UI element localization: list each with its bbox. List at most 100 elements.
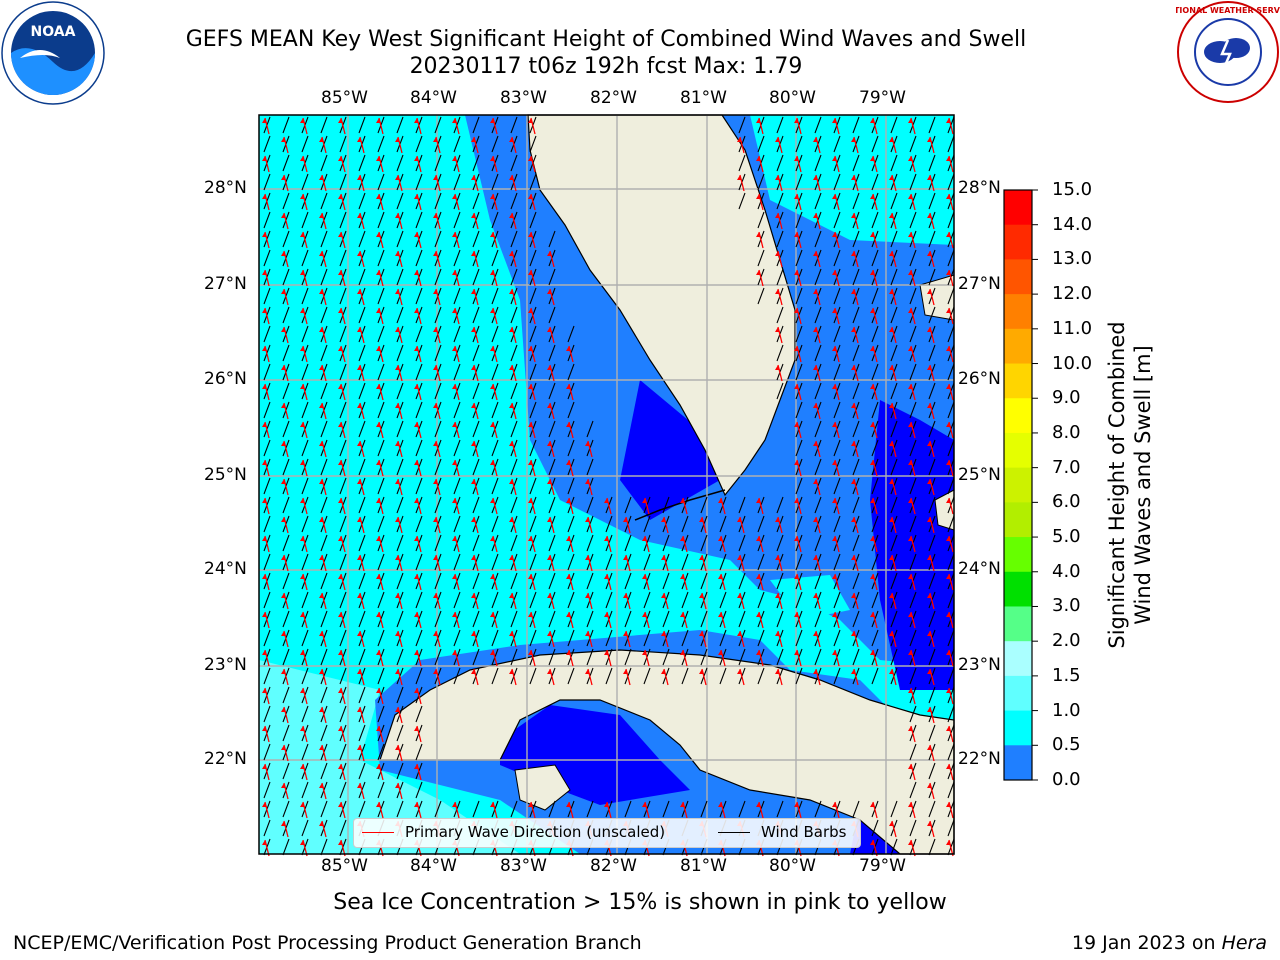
wind-barb bbox=[586, 458, 594, 476]
wave-arrowhead bbox=[680, 612, 685, 617]
lon-label-top: 81°W bbox=[680, 88, 727, 108]
wave-arrowhead bbox=[376, 498, 381, 503]
colorbar-tick-label: 14.0 bbox=[1052, 213, 1093, 235]
wave-arrowhead bbox=[547, 403, 552, 408]
wind-barb bbox=[358, 610, 366, 628]
wind-barb bbox=[928, 268, 936, 286]
wave-arrowhead bbox=[509, 137, 514, 142]
wind-barb bbox=[491, 287, 499, 305]
wind-barb bbox=[852, 534, 860, 552]
colorbar-frame bbox=[1003, 189, 1033, 781]
nws-logo: NATIONAL WEATHER SERVICE bbox=[1176, 1, 1280, 103]
wave-arrowhead bbox=[642, 650, 647, 655]
wind-barb bbox=[757, 287, 765, 305]
wave-arrowhead bbox=[338, 802, 343, 807]
wave-arrowhead bbox=[490, 308, 495, 313]
wind-barb bbox=[871, 515, 879, 533]
wind-barb bbox=[852, 648, 860, 666]
wind-barb bbox=[415, 743, 423, 761]
wind-barb bbox=[263, 325, 271, 343]
wind-barb bbox=[909, 819, 917, 837]
wave-arrowhead bbox=[376, 726, 381, 731]
wave-arrowhead bbox=[490, 194, 495, 199]
wind-barb bbox=[871, 553, 879, 571]
wave-arrowhead bbox=[281, 327, 286, 332]
wave-arrowhead bbox=[794, 422, 799, 427]
wind-barb bbox=[757, 173, 765, 191]
wave-arrowhead bbox=[509, 441, 514, 446]
wind-barb bbox=[301, 173, 309, 191]
wave-arrowhead bbox=[832, 498, 837, 503]
map-legend: Primary Wave Direction (unscaled) Wind B… bbox=[353, 818, 861, 848]
wind-barb bbox=[890, 382, 898, 400]
wind-barb bbox=[491, 135, 499, 153]
wind-barb bbox=[377, 363, 385, 381]
wind-barb bbox=[795, 477, 803, 495]
wave-arrowhead bbox=[604, 498, 609, 503]
wind-barb bbox=[947, 591, 955, 609]
wind-barb bbox=[453, 173, 461, 191]
wave-arrowhead bbox=[718, 802, 723, 807]
wave-arrowhead bbox=[927, 289, 932, 294]
wave-arrowhead bbox=[490, 346, 495, 351]
wind-barb bbox=[700, 496, 708, 514]
wave-arrowhead bbox=[281, 289, 286, 294]
wave-arrowhead bbox=[946, 574, 951, 579]
wave-arrowhead bbox=[908, 308, 913, 313]
wave-arrowhead bbox=[908, 118, 913, 123]
wave-arrowhead bbox=[357, 669, 362, 674]
wave-arrowhead bbox=[851, 327, 856, 332]
wave-arrowhead bbox=[851, 441, 856, 446]
wave-arrowhead bbox=[794, 194, 799, 199]
wind-barb bbox=[339, 287, 347, 305]
wave-arrowhead bbox=[794, 384, 799, 389]
wave-arrowhead bbox=[851, 289, 856, 294]
wind-barb bbox=[510, 344, 518, 362]
wind-barb bbox=[909, 743, 917, 761]
wind-barb bbox=[947, 439, 955, 457]
wind-barb bbox=[396, 154, 404, 172]
wind-barb bbox=[700, 572, 708, 590]
wind-barb bbox=[852, 344, 860, 362]
wind-barb bbox=[795, 439, 803, 457]
wind-barb bbox=[396, 800, 404, 818]
lat-label-right: 24°N bbox=[958, 559, 1001, 579]
wave-arrowhead bbox=[718, 612, 723, 617]
wave-arrowhead bbox=[395, 175, 400, 180]
wave-arrowhead bbox=[946, 612, 951, 617]
wave-arrowhead bbox=[395, 479, 400, 484]
wave-arrowhead bbox=[281, 631, 286, 636]
wave-arrowhead bbox=[319, 365, 324, 370]
wave-arrowhead bbox=[338, 498, 343, 503]
wind-barb bbox=[529, 249, 537, 267]
wave-arrowhead bbox=[414, 384, 419, 389]
wave-arrowhead bbox=[357, 441, 362, 446]
wave-arrowhead bbox=[927, 593, 932, 598]
wave-arrowhead bbox=[547, 479, 552, 484]
wave-arrowhead bbox=[528, 422, 533, 427]
wind-barb bbox=[833, 591, 841, 609]
wind-barb bbox=[947, 477, 955, 495]
wind-barb bbox=[510, 648, 518, 666]
wind-barb bbox=[472, 268, 480, 286]
wave-arrowhead bbox=[832, 118, 837, 123]
wind-barb bbox=[890, 572, 898, 590]
wave-arrowhead bbox=[908, 422, 913, 427]
chart-subtitle: 20230117 t06z 192h fcst Max: 1.79 bbox=[409, 54, 803, 79]
wind-barb bbox=[453, 667, 461, 685]
wind-barb bbox=[776, 192, 784, 210]
wind-barb bbox=[491, 553, 499, 571]
wave-arrowhead bbox=[813, 403, 818, 408]
wind-barb bbox=[795, 591, 803, 609]
wave-arrowhead bbox=[357, 593, 362, 598]
wave-arrowhead bbox=[946, 688, 951, 693]
wind-barb bbox=[301, 819, 309, 837]
wave-arrowhead bbox=[832, 574, 837, 579]
wave-arrowhead bbox=[490, 612, 495, 617]
wave-arrowhead bbox=[927, 745, 932, 750]
wave-arrowhead bbox=[946, 232, 951, 237]
wind-barb bbox=[719, 553, 727, 571]
wind-barb bbox=[415, 553, 423, 571]
wind-barb bbox=[605, 553, 613, 571]
